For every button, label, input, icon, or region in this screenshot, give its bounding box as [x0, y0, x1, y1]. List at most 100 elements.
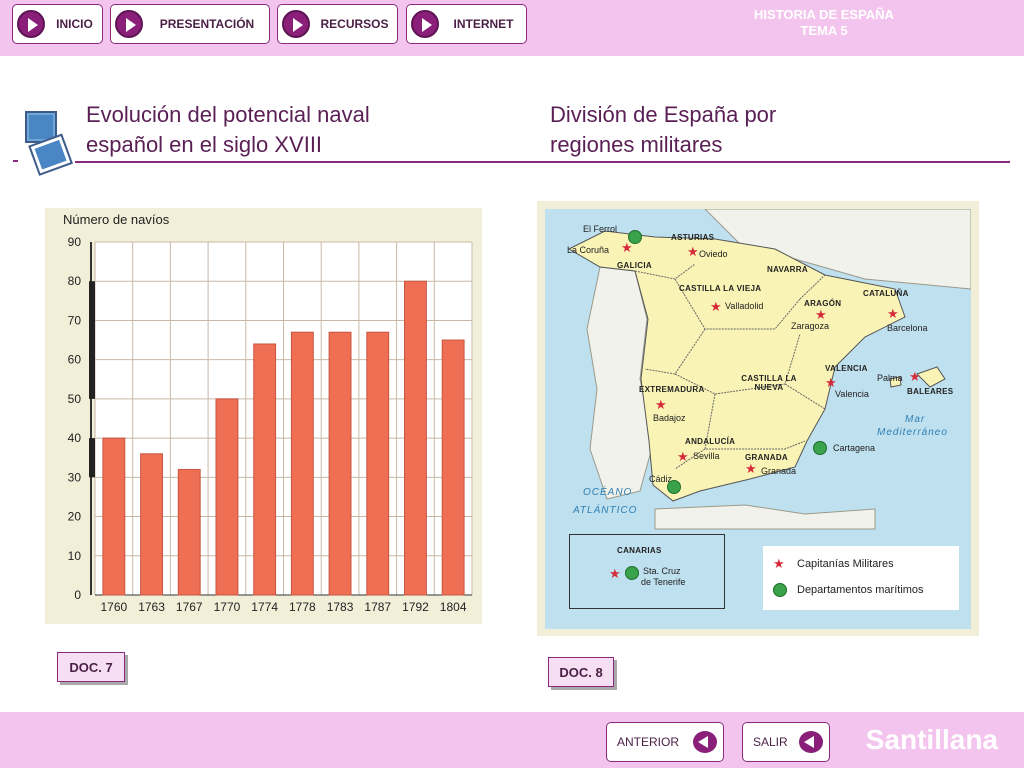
green-dot-icon	[813, 441, 827, 455]
y-tick-label: 50	[68, 392, 82, 406]
green-dot-icon	[773, 583, 787, 597]
map-label-cartagena: Cartagena	[833, 443, 876, 453]
play-icon	[411, 10, 439, 38]
left-heading: Evolución del potencial naval español en…	[86, 100, 446, 160]
canarias-inset	[569, 534, 725, 609]
map-label-sevilla: Sevilla	[693, 451, 720, 461]
bar	[253, 343, 277, 596]
y-tick-label: 40	[68, 431, 82, 445]
legend-departamentos-label: Departamentos marítimos	[797, 584, 924, 596]
map-label-aragon: ARAGÓN	[804, 299, 842, 308]
map-label-extremadura: EXTREMADURA	[639, 385, 705, 394]
exit-label: SALIR	[753, 735, 788, 749]
map-label-mediterraneo: Mediterráneo	[877, 427, 948, 438]
nav-label: PRESENTACIÓN	[159, 17, 255, 31]
x-tick-label: 1774	[251, 600, 278, 614]
green-dot-icon	[628, 230, 642, 244]
y-tick-label: 80	[68, 274, 82, 288]
x-tick-label: 1804	[440, 600, 467, 614]
naval-bar-chart: 0 10 20 30 40 50 60 70 80 90 1760 1763 1767 1770 1774 1…	[63, 212, 473, 614]
map-label-navarra: NAVARRA	[767, 265, 808, 274]
x-tick-label: 1792	[402, 600, 429, 614]
legend-capitanias-label: Capitanías Militares	[797, 558, 894, 570]
military-regions-map-panel: El Ferrol La Coruña GALICIA ASTURIAS Ovi…	[537, 201, 979, 636]
doc-7-tag: DOC. 7	[57, 652, 125, 682]
nav-recursos-button[interactable]: RECURSOS	[277, 4, 398, 44]
bar	[404, 280, 427, 596]
map-label-palma: Palma	[877, 373, 903, 383]
play-icon	[115, 10, 143, 38]
y-tick-label: 0	[74, 588, 81, 602]
heading-divider	[75, 161, 1010, 163]
nav-inicio-button[interactable]: INICIO	[12, 4, 103, 44]
map-label-tenerife: de Tenerife	[641, 577, 686, 587]
back-arrow-icon	[693, 731, 717, 753]
y-axis-label: Número de navíos	[63, 212, 170, 227]
map-shapes	[567, 209, 971, 596]
green-dot-icon	[625, 566, 639, 580]
map-label-coruna: La Coruña	[567, 245, 610, 255]
left-heading-line2: español en el siglo XVIII	[86, 132, 323, 157]
previous-button[interactable]: ANTERIOR	[606, 722, 724, 762]
back-arrow-icon	[799, 731, 823, 753]
star-icon: ★	[909, 369, 921, 384]
map-label-galicia: GALICIA	[617, 261, 652, 270]
bottom-bar: ANTERIOR SALIR Santillana	[0, 712, 1024, 768]
bar	[177, 468, 201, 596]
map-label-cataluna: CATALUÑA	[863, 289, 909, 298]
bar	[140, 453, 163, 596]
star-icon: ★	[687, 244, 699, 259]
map-label-badajoz: Badajoz	[653, 413, 686, 423]
monitor-icon	[25, 111, 73, 176]
play-icon	[17, 10, 45, 38]
x-tick-label: 1778	[289, 600, 316, 614]
map-label-castilla-vieja: CASTILLA LA VIEJA	[679, 284, 762, 293]
bar	[441, 339, 465, 596]
x-tick-label: 1783	[327, 600, 354, 614]
map-label-oceano: OCÉANO	[583, 487, 633, 498]
x-tick-label: 1763	[138, 600, 165, 614]
bar	[290, 331, 314, 596]
y-tick-label: 60	[68, 353, 82, 367]
right-heading-line2: regiones militares	[550, 132, 723, 157]
brand-logo: Santillana	[865, 724, 998, 755]
map-label-valencia-region: VALENCIA	[825, 364, 868, 373]
bar	[102, 437, 126, 596]
y-tick-label: 10	[68, 549, 82, 563]
x-tick-label: 1767	[176, 600, 203, 614]
nav-label: INICIO	[56, 17, 93, 31]
nav-presentacion-button[interactable]: PRESENTACIÓN	[110, 4, 270, 44]
doc-8-tag: DOC. 8	[548, 657, 614, 687]
axis-marker	[89, 438, 95, 478]
map-label-atlantico: ATLÁNTICO	[573, 505, 638, 516]
x-tick-label: 1770	[214, 600, 241, 614]
map-label-castilla-nueva: CASTILLA LA NUEVA	[741, 374, 797, 392]
y-tick-label: 90	[68, 235, 82, 249]
y-tick-label: 30	[68, 470, 82, 484]
x-tick-label: 1787	[364, 600, 391, 614]
star-icon: ★	[677, 449, 689, 464]
y-tick-label: 20	[68, 510, 82, 524]
x-tick-label: 1760	[100, 600, 127, 614]
naval-chart-panel: 0 10 20 30 40 50 60 70 80 90 1760 1763 1767 1770 1774 1…	[45, 208, 482, 624]
map-label-zaragoza: Zaragoza	[791, 321, 830, 331]
previous-label: ANTERIOR	[617, 735, 680, 749]
nav-label: INTERNET	[453, 17, 514, 31]
spain-map: El Ferrol La Coruña GALICIA ASTURIAS Ovi…	[545, 209, 971, 629]
map-label-granada-region: GRANADA	[745, 453, 788, 462]
right-heading: División de España por regiones militare…	[550, 100, 910, 160]
exit-button[interactable]: SALIR	[742, 722, 830, 762]
bar	[215, 398, 239, 596]
map-label-valladolid: Valladolid	[725, 301, 764, 311]
map-label-oviedo: Oviedo	[699, 249, 728, 259]
course-title: HISTORIA DE ESPAÑA TEMA 5	[724, 7, 924, 39]
map-label-asturias: ASTURIAS	[671, 233, 715, 242]
star-icon: ★	[815, 307, 827, 322]
map-label-cadiz: Cádiz	[649, 474, 673, 484]
nav-label: RECURSOS	[320, 17, 389, 31]
green-dot-icon	[667, 480, 681, 494]
star-icon: ★	[609, 566, 621, 581]
nav-internet-button[interactable]: INTERNET	[406, 4, 527, 44]
star-icon: ★	[825, 375, 837, 390]
star-icon: ★	[621, 240, 633, 255]
